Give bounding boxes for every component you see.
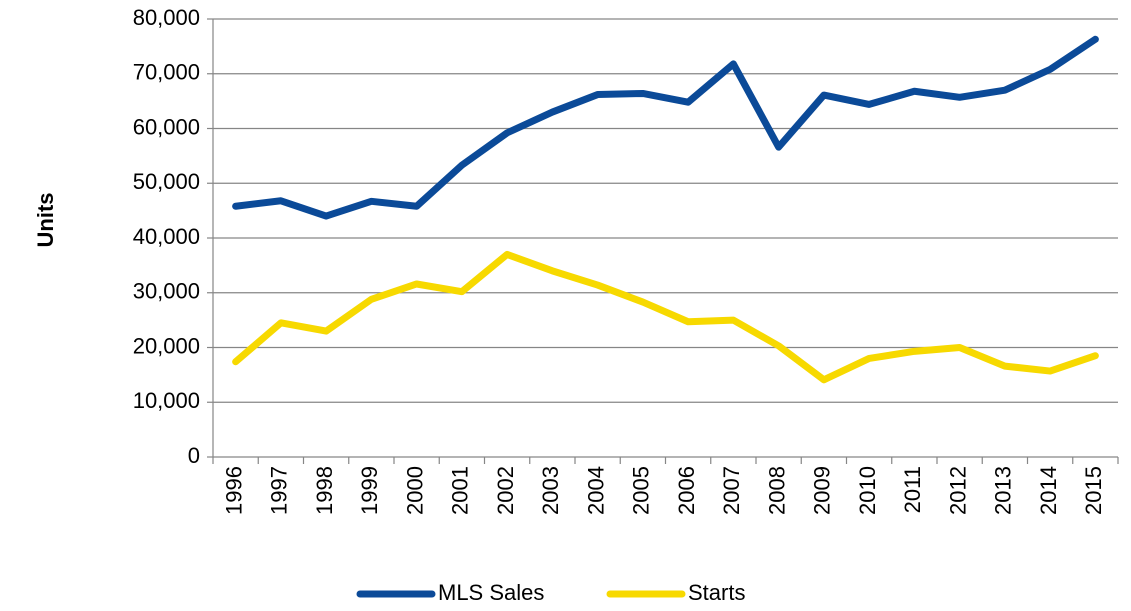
y-tick-label: 70,000	[133, 60, 200, 85]
y-tick-label: 80,000	[133, 5, 200, 30]
y-tick-label: 40,000	[133, 224, 200, 249]
x-tick-label: 2000	[402, 466, 427, 515]
y-axis-label: Units	[33, 193, 58, 248]
y-tick-label: 50,000	[133, 169, 200, 194]
x-tick-label: 2015	[1081, 466, 1106, 515]
x-tick-label: 1999	[357, 466, 382, 515]
x-tick-label: 2002	[493, 466, 518, 515]
x-tick-label: 2001	[448, 466, 473, 515]
x-tick-label: 2014	[1036, 466, 1061, 515]
y-tick-label: 30,000	[133, 279, 200, 304]
x-tick-label: 2006	[674, 466, 699, 515]
x-tick-label: 2004	[583, 466, 608, 515]
x-tick-label: 2007	[719, 466, 744, 515]
y-tick-label: 0	[188, 443, 200, 468]
x-tick-label: 2012	[945, 466, 970, 515]
x-tick-label: 1996	[221, 466, 246, 515]
x-tick-label: 2011	[900, 466, 925, 513]
x-tick-label: 2009	[810, 466, 835, 515]
series-line	[232, 250, 1099, 384]
x-tick-label: 1998	[312, 466, 337, 515]
x-tick-label: 1997	[267, 466, 292, 515]
legend-label: Starts	[688, 580, 745, 605]
series-line	[232, 35, 1099, 220]
y-tick-label: 20,000	[133, 333, 200, 358]
y-tick-label: 60,000	[133, 114, 200, 139]
x-tick-label: 2013	[991, 466, 1016, 515]
x-tick-label: 2010	[855, 466, 880, 515]
legend-label: MLS Sales	[438, 580, 544, 605]
y-tick-label: 10,000	[133, 388, 200, 413]
x-tick-label: 2005	[629, 466, 654, 515]
x-tick-label: 2008	[764, 466, 789, 515]
x-tick-label: 2003	[538, 466, 563, 515]
